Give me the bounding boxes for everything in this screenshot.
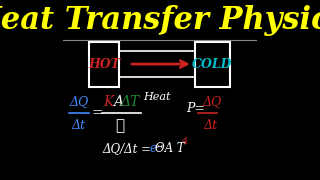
Text: HOT: HOT — [88, 58, 120, 71]
Text: ΔQ: ΔQ — [202, 95, 221, 108]
Text: Δt: Δt — [204, 119, 218, 132]
Text: Heat Transfer Physics: Heat Transfer Physics — [0, 4, 320, 35]
Text: COLD: COLD — [192, 58, 232, 71]
Text: ΔQ: ΔQ — [70, 95, 89, 108]
Text: Δt: Δt — [72, 119, 85, 132]
Text: ΔT: ΔT — [120, 95, 140, 109]
Text: =: = — [92, 106, 103, 120]
Text: 4: 4 — [182, 137, 188, 146]
Text: ℓ: ℓ — [115, 120, 124, 133]
Text: P=: P= — [186, 102, 205, 115]
Text: ΔQ/Δt =: ΔQ/Δt = — [102, 142, 155, 155]
Bar — [195, 42, 229, 87]
Text: e: e — [149, 142, 156, 155]
Text: ΘA T: ΘA T — [155, 142, 185, 155]
Bar — [89, 42, 119, 87]
Text: Heat: Heat — [143, 92, 171, 102]
Text: K: K — [103, 95, 114, 109]
Text: A: A — [113, 95, 123, 109]
